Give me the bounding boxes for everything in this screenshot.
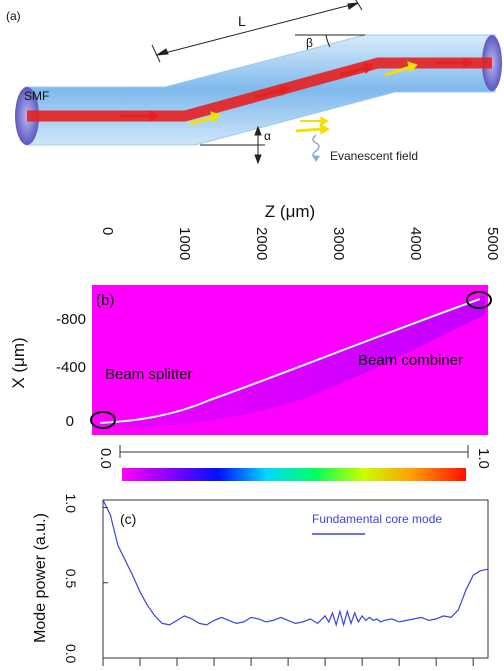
splitter-circle (90, 411, 116, 429)
evanescent-field-label: Evanescent field (330, 149, 418, 163)
x-tick-0: 0 (66, 413, 74, 430)
red-beam-arrows (120, 57, 473, 122)
panel-b-label: (b) (96, 292, 114, 309)
x-tick-labels: -800 -400 0 (56, 311, 86, 430)
y-axis-title: Mode power (a.u.) (32, 513, 49, 643)
colorbar-max-label: 1.0 (475, 448, 492, 469)
z-tick-0: 0 (99, 227, 116, 235)
panel-c-mode-power-chart: (c) Mode power (a.u.) 1.0 0.5 0.0 Fundamen… (32, 494, 489, 666)
evanescent-wave-icon (312, 134, 320, 160)
colorbar (119, 445, 469, 481)
y-tick-0-0: 0.0 (63, 644, 79, 664)
alpha-angle-marker (200, 125, 265, 165)
z-tick-labels: 0 1000 2000 3000 4000 5000 (99, 227, 501, 260)
panel-a-schematic: (a) L β α SMF Evanescent field (6, 0, 502, 165)
colorbar-min-label: 0.0 (97, 448, 114, 469)
yellow-evanescent-arrows (189, 61, 418, 135)
combiner-circle (466, 291, 492, 309)
field-background (92, 285, 488, 435)
z-tick-4000: 4000 (407, 227, 424, 260)
y-tick-labels: 1.0 0.5 0.0 (63, 494, 108, 664)
beta-symbol: β (306, 36, 313, 50)
beam-combiner-label: Beam combiner (358, 352, 463, 369)
panel-b-field-map: Z (μm) 0 1000 2000 3000 4000 5000 Beam s… (9, 202, 501, 481)
y-tick-1-0: 1.0 (63, 494, 79, 514)
legend-label: Fundamental core mode (312, 512, 442, 526)
beam-splitter-label: Beam splitter (105, 366, 193, 383)
z-tick-5000: 5000 (484, 227, 501, 260)
radiation-plume (100, 295, 485, 428)
x-tick-minus400: -400 (56, 359, 86, 376)
z-tick-1000: 1000 (176, 227, 193, 260)
alpha-symbol: α (264, 129, 271, 143)
z-axis-title: Z (μm) (265, 202, 315, 221)
y-tick-0-5: 0.5 (63, 569, 79, 589)
panel-c-label: (c) (120, 511, 136, 527)
x-tick-minus800: -800 (56, 311, 86, 328)
panel-a-label: (a) (6, 9, 21, 23)
fundamental-mode-line (102, 499, 489, 628)
z-tick-2000: 2000 (253, 227, 270, 260)
length-symbol: L (238, 13, 246, 29)
length-dimension (151, 0, 363, 63)
x-axis-title: X (μm) (9, 337, 28, 388)
chart-frame (102, 499, 489, 659)
beta-angle-marker (295, 34, 365, 48)
z-tick-3000: 3000 (330, 227, 347, 260)
x-tick-marks (102, 658, 474, 666)
smf-label: SMF (24, 89, 49, 103)
